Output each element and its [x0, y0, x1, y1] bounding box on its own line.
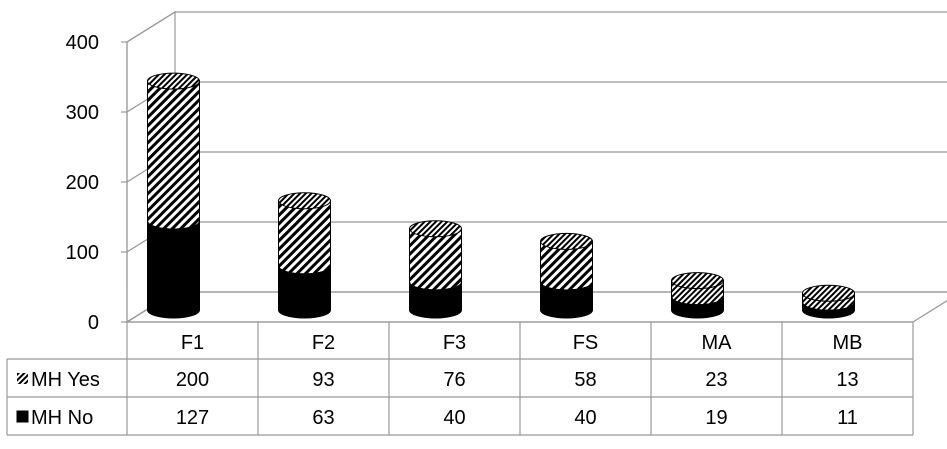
data-label: 76	[443, 369, 465, 391]
data-label: 40	[443, 407, 465, 429]
data-table: F1 F2 F3 FS MA MB MH Yes 200 93 76 58 23 13 MH No 127 6…	[6, 321, 914, 436]
category-label: FS	[573, 332, 599, 354]
data-label: 200	[176, 369, 209, 391]
category-label: F3	[443, 332, 466, 354]
data-label: 40	[574, 407, 596, 429]
data-label: 93	[312, 369, 334, 391]
chart-walls	[124, 10, 947, 324]
bar-top-F2	[278, 192, 331, 210]
bar-mh-no-F1	[147, 220, 200, 319]
data-label: 127	[176, 407, 209, 429]
category-label: MB	[833, 332, 863, 354]
bar-mh-yes-F3	[409, 228, 462, 291]
data-label: 23	[705, 369, 727, 391]
gridline-diagonal	[126, 11, 176, 43]
gridlines	[121, 11, 947, 323]
y-axis-tick-labels: 0 100 200 300 400	[66, 32, 99, 334]
bar-group-F2	[278, 192, 331, 319]
data-label: 19	[705, 407, 727, 429]
legend-key	[16, 410, 29, 423]
legend-label: MH Yes	[31, 369, 100, 391]
legend-key	[17, 373, 28, 384]
bar-mh-no-F2	[278, 265, 331, 319]
bar-top-MA	[671, 272, 724, 290]
category-label: MA	[702, 332, 733, 354]
category-label: F2	[312, 332, 335, 354]
y-tick-label: 100	[66, 242, 99, 264]
bar-group-F1	[147, 72, 200, 319]
bar-mh-yes-F1	[147, 80, 200, 230]
bar-mh-no-FS	[540, 281, 593, 319]
bar-group-FS	[540, 232, 593, 319]
bar-mh-no-F3	[409, 281, 462, 319]
bar-mh-no-MB	[802, 302, 855, 319]
bar-mh-yes-F2	[278, 200, 331, 275]
legend-label: MH No	[31, 407, 93, 429]
bar-group-MA	[671, 272, 724, 319]
bar-top-F1	[147, 72, 200, 90]
y-tick-label: 300	[66, 102, 99, 124]
data-label: 13	[836, 369, 858, 391]
data-label: 11	[837, 407, 858, 429]
bar-group-F3	[409, 220, 462, 319]
category-label: F1	[181, 332, 204, 354]
bar-top-F3	[409, 220, 462, 238]
bar-mh-no-MA	[671, 296, 724, 319]
y-tick-label: 200	[66, 172, 99, 194]
bar-top-MB	[802, 284, 855, 302]
data-label: 58	[574, 369, 596, 391]
y-tick-label: 0	[88, 312, 99, 334]
bar-group-MB	[802, 284, 855, 319]
data-label: 63	[312, 407, 334, 429]
bars	[147, 72, 855, 319]
y-tick-label: 400	[66, 32, 99, 54]
bar-top-FS	[540, 232, 593, 250]
